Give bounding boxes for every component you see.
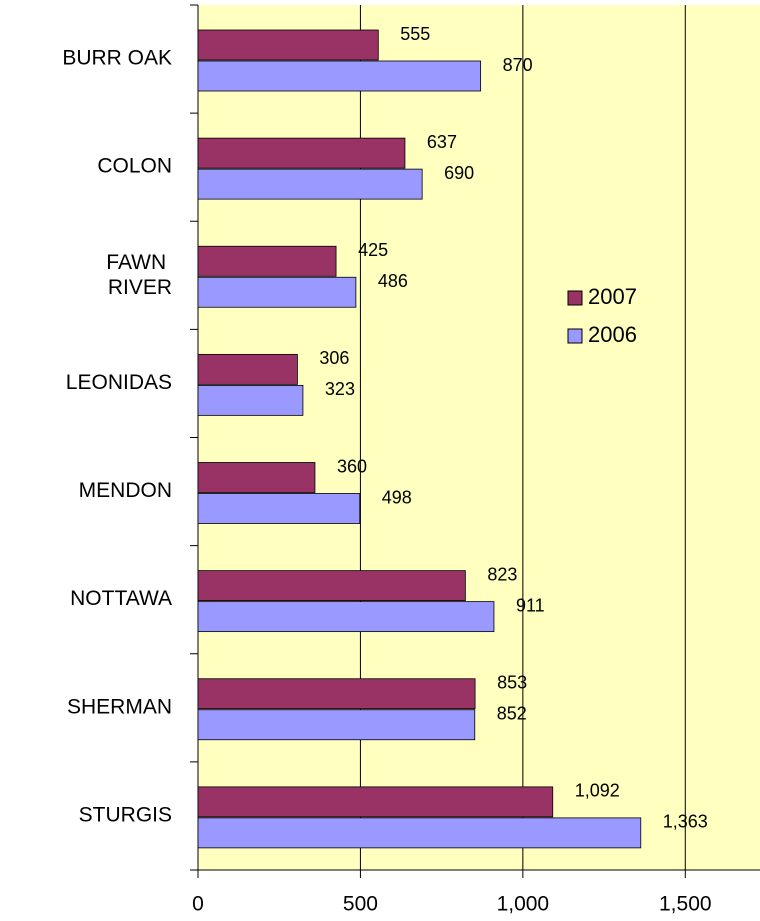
value-label: 498 bbox=[382, 487, 412, 507]
bar bbox=[197, 168, 423, 200]
bar bbox=[197, 709, 476, 741]
bar bbox=[197, 817, 642, 849]
value-label: 911 bbox=[516, 595, 545, 615]
legend-label: 2007 bbox=[588, 284, 637, 309]
legend-swatch bbox=[567, 290, 583, 306]
y-tick-label: LEONIDAS bbox=[66, 371, 172, 394]
y-tick-label: NOTTAWA bbox=[70, 587, 172, 610]
bar bbox=[197, 601, 495, 633]
bar bbox=[197, 245, 337, 277]
value-label: 870 bbox=[503, 55, 533, 75]
label-line: RIVER bbox=[108, 275, 172, 298]
y-tick-label: SHERMAN bbox=[67, 695, 172, 718]
x-tick-label: 500 bbox=[343, 893, 378, 916]
value-label: 852 bbox=[497, 704, 527, 724]
value-label: 306 bbox=[319, 348, 349, 368]
value-label: 425 bbox=[358, 240, 388, 260]
value-label: 360 bbox=[337, 456, 367, 476]
value-label: 555 bbox=[400, 24, 430, 44]
bar bbox=[197, 786, 554, 818]
value-label: 1,092 bbox=[575, 781, 620, 801]
value-label: 323 bbox=[325, 379, 355, 399]
plot-area bbox=[198, 5, 760, 870]
bar bbox=[197, 384, 304, 416]
bar bbox=[197, 678, 476, 710]
bar bbox=[197, 29, 379, 61]
bar bbox=[197, 353, 298, 385]
legend: 2007 2006 bbox=[558, 274, 666, 354]
value-label: 853 bbox=[497, 673, 527, 693]
legend-swatch bbox=[567, 328, 583, 344]
y-tick-label: BURR OAK bbox=[62, 47, 172, 70]
value-label: 690 bbox=[444, 163, 474, 183]
legend-label: 2006 bbox=[588, 322, 637, 347]
bar bbox=[197, 137, 406, 169]
value-label: 1,363 bbox=[663, 812, 708, 832]
bar bbox=[197, 60, 482, 92]
bar bbox=[197, 570, 466, 602]
value-label: 637 bbox=[427, 132, 457, 152]
x-tick-label: 1,000 bbox=[497, 893, 550, 916]
bar bbox=[197, 276, 357, 308]
x-tick-label: 0 bbox=[192, 893, 204, 916]
y-tick-label: FAWN RIVER bbox=[106, 250, 172, 298]
y-tick-label: COLON bbox=[97, 155, 172, 178]
label-line: FAWN bbox=[106, 250, 172, 273]
y-tick-label: MENDON bbox=[79, 479, 172, 502]
y-tick-label: STURGIS bbox=[79, 803, 172, 826]
value-label: 823 bbox=[487, 564, 517, 584]
bar bbox=[197, 493, 361, 524]
value-label: 486 bbox=[378, 271, 408, 291]
bar bbox=[197, 462, 316, 493]
x-tick-label: 1,500 bbox=[659, 893, 712, 916]
